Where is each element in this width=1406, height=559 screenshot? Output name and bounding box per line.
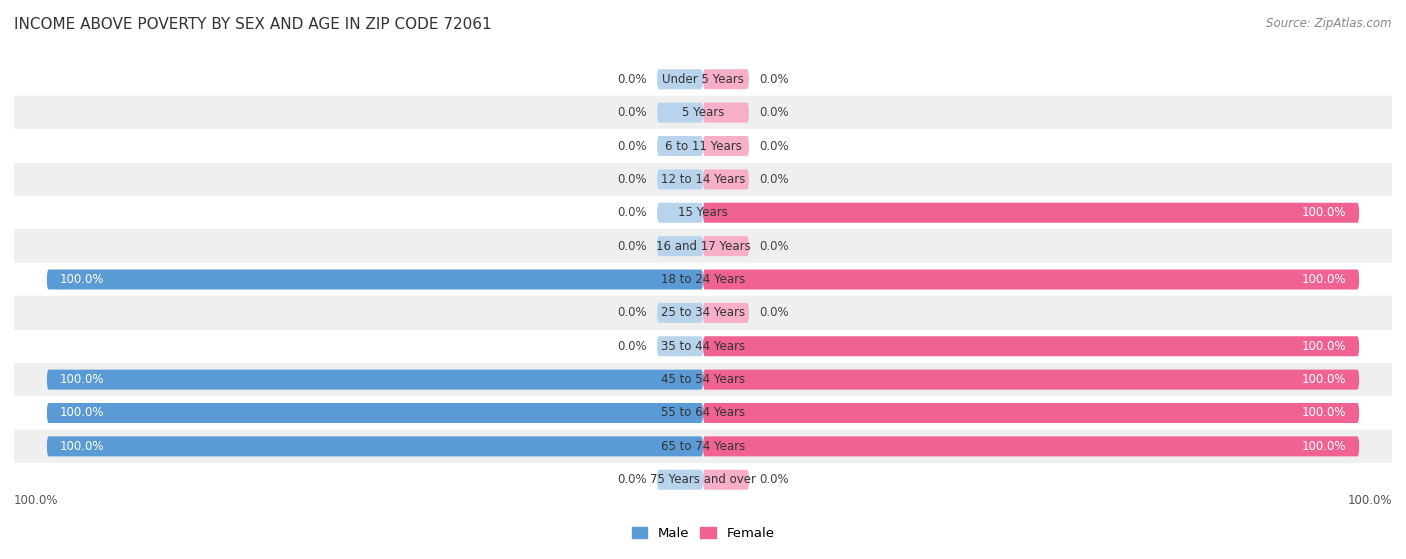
Text: 100.0%: 100.0% <box>1302 273 1346 286</box>
Text: 25 to 34 Years: 25 to 34 Years <box>661 306 745 319</box>
Text: 0.0%: 0.0% <box>617 106 647 119</box>
Text: 100.0%: 100.0% <box>1347 494 1392 507</box>
Text: 5 Years: 5 Years <box>682 106 724 119</box>
Bar <box>14 229 1392 263</box>
Text: 100.0%: 100.0% <box>60 273 104 286</box>
Legend: Male, Female: Male, Female <box>626 522 780 546</box>
Text: 0.0%: 0.0% <box>759 306 789 319</box>
Text: Under 5 Years: Under 5 Years <box>662 73 744 86</box>
Text: 100.0%: 100.0% <box>1302 206 1346 219</box>
FancyBboxPatch shape <box>657 203 703 223</box>
FancyBboxPatch shape <box>46 437 703 456</box>
FancyBboxPatch shape <box>657 103 703 122</box>
FancyBboxPatch shape <box>703 203 1360 223</box>
Text: 0.0%: 0.0% <box>759 240 789 253</box>
FancyBboxPatch shape <box>657 136 703 156</box>
Text: 0.0%: 0.0% <box>617 140 647 153</box>
Text: 16 and 17 Years: 16 and 17 Years <box>655 240 751 253</box>
Text: 0.0%: 0.0% <box>617 473 647 486</box>
Bar <box>14 196 1392 229</box>
Bar <box>14 363 1392 396</box>
FancyBboxPatch shape <box>703 470 749 490</box>
Bar <box>14 263 1392 296</box>
Bar <box>14 330 1392 363</box>
FancyBboxPatch shape <box>703 336 1360 356</box>
Text: 100.0%: 100.0% <box>60 406 104 419</box>
FancyBboxPatch shape <box>46 369 703 390</box>
FancyBboxPatch shape <box>657 470 703 490</box>
Text: 0.0%: 0.0% <box>617 206 647 219</box>
Bar <box>14 129 1392 163</box>
Text: 0.0%: 0.0% <box>617 306 647 319</box>
Text: 0.0%: 0.0% <box>759 140 789 153</box>
FancyBboxPatch shape <box>657 236 703 256</box>
Text: 100.0%: 100.0% <box>60 373 104 386</box>
Text: 75 Years and over: 75 Years and over <box>650 473 756 486</box>
Text: 100.0%: 100.0% <box>60 440 104 453</box>
Text: 0.0%: 0.0% <box>759 173 789 186</box>
FancyBboxPatch shape <box>703 269 1360 290</box>
Text: 100.0%: 100.0% <box>1302 340 1346 353</box>
FancyBboxPatch shape <box>657 69 703 89</box>
FancyBboxPatch shape <box>703 169 749 190</box>
Text: 65 to 74 Years: 65 to 74 Years <box>661 440 745 453</box>
Text: 0.0%: 0.0% <box>759 473 789 486</box>
Text: 0.0%: 0.0% <box>617 340 647 353</box>
Text: 0.0%: 0.0% <box>759 106 789 119</box>
Text: 0.0%: 0.0% <box>617 173 647 186</box>
FancyBboxPatch shape <box>703 437 1360 456</box>
FancyBboxPatch shape <box>703 369 1360 390</box>
Text: 100.0%: 100.0% <box>14 494 59 507</box>
Text: 0.0%: 0.0% <box>617 73 647 86</box>
FancyBboxPatch shape <box>703 103 749 122</box>
Text: 100.0%: 100.0% <box>1302 406 1346 419</box>
FancyBboxPatch shape <box>657 336 703 356</box>
Text: 100.0%: 100.0% <box>1302 373 1346 386</box>
Text: 0.0%: 0.0% <box>759 73 789 86</box>
Bar <box>14 63 1392 96</box>
FancyBboxPatch shape <box>657 303 703 323</box>
Bar <box>14 163 1392 196</box>
Text: 0.0%: 0.0% <box>617 240 647 253</box>
Text: 15 Years: 15 Years <box>678 206 728 219</box>
Text: 45 to 54 Years: 45 to 54 Years <box>661 373 745 386</box>
Text: 35 to 44 Years: 35 to 44 Years <box>661 340 745 353</box>
FancyBboxPatch shape <box>703 403 1360 423</box>
Bar <box>14 396 1392 430</box>
FancyBboxPatch shape <box>703 69 749 89</box>
Text: 6 to 11 Years: 6 to 11 Years <box>665 140 741 153</box>
FancyBboxPatch shape <box>703 136 749 156</box>
Text: 12 to 14 Years: 12 to 14 Years <box>661 173 745 186</box>
Text: INCOME ABOVE POVERTY BY SEX AND AGE IN ZIP CODE 72061: INCOME ABOVE POVERTY BY SEX AND AGE IN Z… <box>14 17 492 32</box>
Bar <box>14 96 1392 129</box>
Bar <box>14 296 1392 330</box>
Text: 100.0%: 100.0% <box>1302 440 1346 453</box>
Text: 18 to 24 Years: 18 to 24 Years <box>661 273 745 286</box>
Bar <box>14 430 1392 463</box>
Bar <box>14 463 1392 496</box>
FancyBboxPatch shape <box>46 269 703 290</box>
FancyBboxPatch shape <box>703 236 749 256</box>
FancyBboxPatch shape <box>46 403 703 423</box>
FancyBboxPatch shape <box>703 303 749 323</box>
Text: 55 to 64 Years: 55 to 64 Years <box>661 406 745 419</box>
Text: Source: ZipAtlas.com: Source: ZipAtlas.com <box>1267 17 1392 30</box>
FancyBboxPatch shape <box>657 169 703 190</box>
